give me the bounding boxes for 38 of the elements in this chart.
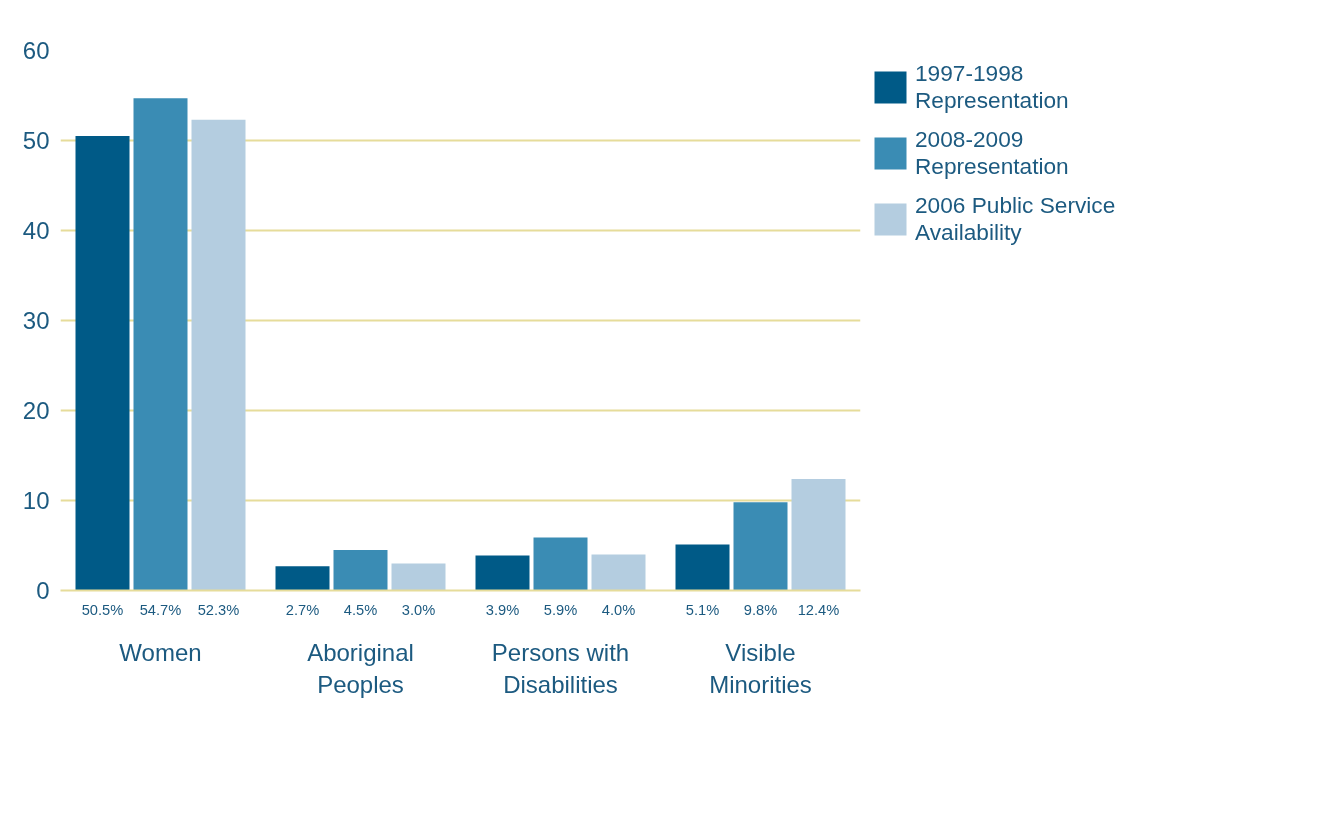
- x-tick-label: Persons with Disabilities: [491, 638, 630, 698]
- data-label: 50.5%: [81, 601, 124, 618]
- y-tick-label: 0: [36, 577, 50, 604]
- bar: [133, 98, 188, 591]
- data-label: 12.4%: [797, 601, 840, 618]
- data-label: 5.1%: [685, 601, 720, 618]
- bar: [275, 566, 330, 591]
- bar: [75, 136, 130, 591]
- y-tick-label: 60: [22, 37, 50, 64]
- data-label: 54.7%: [139, 601, 182, 618]
- data-label: 52.3%: [197, 601, 240, 618]
- y-tick-label: 30: [22, 307, 50, 334]
- y-tick-label: 50: [22, 127, 50, 154]
- x-tick-label: Aboriginal Peoples: [307, 638, 414, 698]
- data-label: 2.7%: [285, 601, 320, 618]
- data-label: 4.0%: [601, 601, 636, 618]
- bar: [675, 544, 730, 591]
- bar: [391, 563, 446, 591]
- bar: [191, 119, 246, 591]
- y-tick-label: 40: [22, 217, 50, 244]
- bar: [791, 478, 846, 591]
- bar: [591, 554, 646, 591]
- legend-label: 2006 Public Service Availability: [915, 192, 1116, 246]
- x-tick-label: Visible Minorities: [709, 638, 812, 698]
- bar: [733, 502, 788, 591]
- data-label: 9.8%: [743, 601, 778, 618]
- data-label: 3.9%: [485, 601, 520, 618]
- data-label: 4.5%: [343, 601, 378, 618]
- data-label: 3.0%: [401, 601, 436, 618]
- y-tick-label: 10: [22, 487, 50, 514]
- bar: [475, 555, 530, 591]
- legend-label: 2008-2009 Representation: [915, 126, 1069, 180]
- data-label: 5.9%: [543, 601, 578, 618]
- bar: [533, 537, 588, 591]
- legend-label: 1997-1998 Representation: [915, 60, 1069, 114]
- bar: [333, 550, 388, 591]
- y-tick-label: 20: [22, 397, 50, 424]
- x-tick-label: Women: [119, 638, 202, 666]
